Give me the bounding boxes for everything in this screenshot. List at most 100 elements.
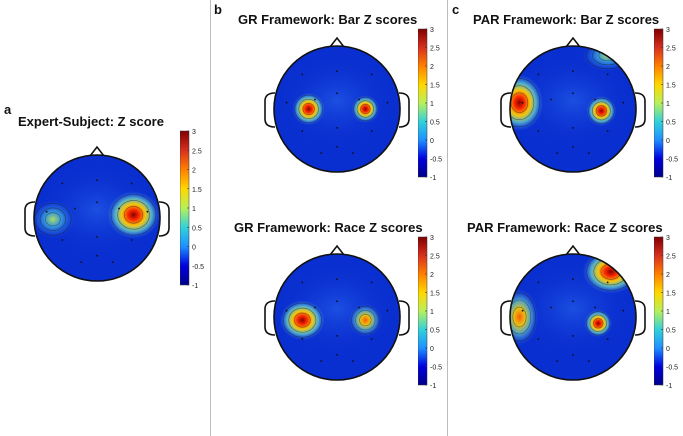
electrode-dot — [301, 130, 304, 132]
ear-right — [398, 92, 410, 128]
contour-line — [355, 310, 376, 331]
electrode-dot — [370, 281, 373, 284]
electrode-dot — [606, 338, 609, 340]
electrode-dot — [606, 130, 609, 132]
electrode-dot — [96, 254, 98, 257]
electrode-dot — [594, 98, 596, 101]
electrode-dot — [594, 306, 596, 309]
electrode-dot — [537, 73, 540, 76]
contour-line — [591, 101, 611, 121]
colorbar-tick-label: 2 — [192, 168, 196, 175]
colorbar-tick-label: 2 — [430, 64, 434, 71]
electrode-dot — [314, 98, 316, 101]
electrode-dot — [96, 236, 98, 238]
activation-spot — [584, 309, 613, 338]
colorbar-par-race: 3 2.5 2 1.5 1 0.5 0 -0.5 -1 — [654, 235, 678, 388]
colorbar-tick-label: -0.5 — [430, 157, 442, 164]
colorbar-tick-label: 2.5 — [192, 148, 202, 155]
colorbar-tick-label: 3 — [192, 129, 196, 136]
electrode-dot — [301, 281, 304, 284]
contour-line — [117, 200, 150, 230]
head-outline — [509, 45, 637, 173]
contour-line — [586, 311, 611, 336]
electrode-dot — [370, 338, 373, 340]
colorbar-tick-label: -0.5 — [666, 365, 678, 372]
activation-spot — [586, 95, 617, 127]
ear-right — [634, 300, 646, 336]
head-outline — [273, 253, 401, 381]
electrode-dot — [572, 300, 574, 303]
contour-line — [298, 98, 319, 120]
electrode-dot — [550, 98, 552, 101]
electrode-dot — [572, 278, 574, 281]
activation-spot — [292, 92, 326, 126]
electrode-dot — [572, 127, 574, 129]
activation-spot — [107, 190, 160, 239]
contour-line — [45, 212, 61, 227]
electrode-dot — [370, 130, 373, 132]
electrode-dot — [130, 239, 133, 241]
electrode-dot — [537, 338, 540, 340]
colorbar-tick-label: 2.5 — [666, 254, 676, 261]
colorbar-tick-label: -1 — [192, 283, 198, 288]
topomap-expert-subject — [24, 145, 170, 282]
colorbar-tick-label: -0.5 — [192, 264, 204, 271]
colorbar-tick-label: 1.5 — [430, 83, 440, 90]
topomap-par-bar — [500, 36, 646, 173]
colorbar-tick-label: 1.5 — [666, 83, 676, 90]
contour-line — [589, 314, 607, 332]
colorbar-tick-label: 0 — [666, 138, 670, 145]
colorbar-tick-label: 1 — [192, 206, 196, 213]
head-outline — [509, 253, 637, 381]
nose — [329, 36, 345, 48]
electrode-dot — [111, 261, 114, 263]
contour-line — [360, 103, 371, 115]
electrode-dot — [572, 92, 574, 95]
contour-line — [512, 306, 527, 328]
head-outline — [273, 45, 401, 173]
colorbar-tick-label: 0 — [192, 245, 196, 252]
contour-line — [588, 97, 615, 125]
electrode-dot — [550, 306, 552, 309]
activation-spot — [348, 303, 382, 337]
electrode-dot — [358, 306, 360, 309]
colorbar-tick-label: -1 — [430, 175, 436, 180]
electrode-dot — [301, 73, 304, 76]
title-expert-subject: Expert-Subject: Z score — [18, 114, 164, 129]
electrode-dot — [572, 353, 574, 356]
electrode-dot — [622, 309, 625, 312]
electrode-dot — [572, 145, 574, 148]
colorbar-tick-label: 1 — [666, 101, 670, 108]
electrode-dot — [606, 281, 609, 284]
activation-spot — [510, 74, 544, 132]
colorbar-tick-label: 1.5 — [192, 187, 202, 194]
electrode-dot — [118, 207, 120, 210]
colorbar-tick-label: 0 — [430, 346, 434, 353]
ear-left — [500, 300, 512, 336]
contour-line — [294, 94, 323, 124]
title-par-race: PAR Framework: Race Z scores — [467, 220, 663, 235]
contour-line — [288, 307, 317, 333]
colorbar-tick-label: 1 — [430, 309, 434, 316]
divider-a-b — [210, 0, 211, 436]
electrode-dot — [336, 278, 338, 281]
colorbar-tick-label: -1 — [666, 175, 672, 180]
electrode-dot — [351, 360, 354, 362]
divider-b-c — [447, 0, 448, 436]
electrode-dot — [521, 101, 524, 104]
electrode-dot — [606, 73, 609, 76]
colorbar-gr-bar: 3 2.5 2 1.5 1 0.5 0 -0.5 -1 — [418, 27, 442, 180]
colorbar-tick-label: 3 — [666, 27, 670, 34]
electrode-dot — [336, 300, 338, 303]
contour-line — [39, 207, 67, 231]
colorbar-tick-label: 1.5 — [666, 291, 676, 298]
electrode-dot — [521, 309, 524, 312]
electrode-dot — [336, 92, 338, 95]
electrode-dot — [45, 210, 48, 213]
colorbar-tick-label: 2.5 — [430, 254, 440, 261]
colorbar-tick-label: 2 — [430, 272, 434, 279]
electrode-dot — [314, 306, 316, 309]
contour-line — [510, 85, 535, 121]
activation-spot — [279, 299, 326, 341]
contour-line — [593, 318, 604, 329]
